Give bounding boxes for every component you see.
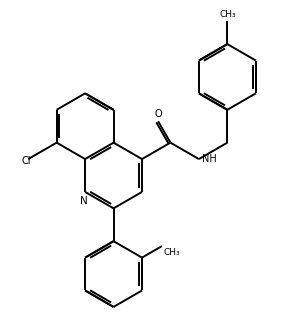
Text: O: O	[154, 109, 162, 119]
Text: N: N	[80, 196, 88, 206]
Text: CH₃: CH₃	[219, 10, 236, 19]
Text: Cl: Cl	[22, 156, 31, 166]
Text: CH₃: CH₃	[164, 248, 180, 257]
Text: NH: NH	[202, 154, 216, 164]
